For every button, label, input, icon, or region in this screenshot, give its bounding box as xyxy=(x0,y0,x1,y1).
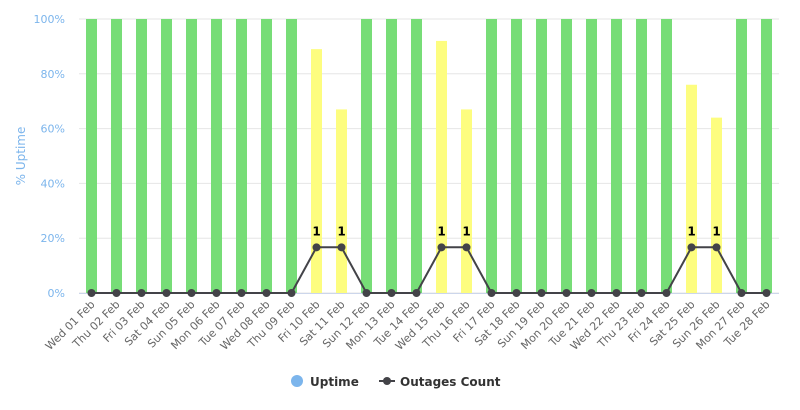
outage-point[interactable] xyxy=(437,243,446,252)
outage-point[interactable] xyxy=(137,289,146,297)
outages-line xyxy=(91,246,767,294)
outage-point[interactable] xyxy=(362,289,371,297)
uptime-bar[interactable] xyxy=(686,84,697,293)
outage-point[interactable] xyxy=(537,289,546,297)
outage-point[interactable] xyxy=(387,289,396,297)
outage-point[interactable] xyxy=(662,289,671,297)
uptime-bar[interactable] xyxy=(711,117,722,293)
outage-data-label: 1 xyxy=(687,224,695,238)
uptime-bar[interactable] xyxy=(161,19,172,293)
legend-outages-marker xyxy=(383,377,391,385)
legend-uptime-label: Uptime xyxy=(310,375,359,389)
outage-point[interactable] xyxy=(687,243,696,252)
uptime-bar[interactable] xyxy=(336,109,347,293)
outages-line-series xyxy=(87,243,771,297)
uptime-bar[interactable] xyxy=(236,19,247,293)
outage-point[interactable] xyxy=(487,289,496,297)
uptime-bar[interactable] xyxy=(461,109,472,293)
legend: Uptime Outages Count xyxy=(291,375,501,389)
outage-point[interactable] xyxy=(737,289,746,297)
uptime-bar[interactable] xyxy=(361,19,372,293)
outage-data-label: 1 xyxy=(437,224,445,238)
outage-data-labels: 1 1 1 1 1 1 xyxy=(312,224,720,238)
outage-data-label: 1 xyxy=(312,224,320,238)
outage-point[interactable] xyxy=(287,289,296,297)
uptime-bar[interactable] xyxy=(661,19,672,293)
outage-data-label: 1 xyxy=(337,224,345,238)
uptime-bar[interactable] xyxy=(511,19,522,293)
outage-point[interactable] xyxy=(187,289,196,297)
uptime-bar[interactable] xyxy=(411,19,422,293)
y-tick-label: 80% xyxy=(41,68,65,81)
uptime-bar[interactable] xyxy=(436,40,447,293)
uptime-bar[interactable] xyxy=(136,19,147,293)
uptime-bar[interactable] xyxy=(486,19,497,293)
uptime-bar[interactable] xyxy=(286,19,297,293)
outage-point[interactable] xyxy=(462,243,471,252)
uptime-bar[interactable] xyxy=(186,19,197,293)
uptime-bar[interactable] xyxy=(261,19,272,293)
uptime-bar[interactable] xyxy=(311,49,322,293)
uptime-bar[interactable] xyxy=(561,19,572,293)
uptime-bar[interactable] xyxy=(636,19,647,293)
y-tick-label: 40% xyxy=(41,177,65,190)
outage-point[interactable] xyxy=(87,289,96,297)
outage-point[interactable] xyxy=(587,289,596,297)
uptime-bar[interactable] xyxy=(111,19,122,293)
outage-point[interactable] xyxy=(337,243,346,252)
uptime-bar[interactable] xyxy=(386,19,397,293)
outage-point[interactable] xyxy=(412,289,421,297)
y-tick-label: 100% xyxy=(34,13,65,26)
outage-point[interactable] xyxy=(612,289,621,297)
uptime-bar[interactable] xyxy=(536,19,547,293)
outage-point[interactable] xyxy=(312,243,321,252)
uptime-bar[interactable] xyxy=(736,19,747,293)
uptime-bar[interactable] xyxy=(86,19,97,293)
y-tick-label: 20% xyxy=(41,232,65,245)
y-tick-label: 0% xyxy=(48,287,65,300)
uptime-bar[interactable] xyxy=(761,19,772,293)
outage-point[interactable] xyxy=(712,243,721,252)
legend-uptime-marker xyxy=(291,375,303,387)
outage-point[interactable] xyxy=(162,289,171,297)
outage-point[interactable] xyxy=(512,289,521,297)
outage-point[interactable] xyxy=(762,289,771,297)
y-tick-label: 60% xyxy=(41,123,65,136)
legend-item-uptime[interactable]: Uptime xyxy=(291,375,359,389)
outage-point[interactable] xyxy=(112,289,121,297)
outage-point[interactable] xyxy=(212,289,221,297)
y-axis-label: % Uptime xyxy=(14,127,28,186)
uptime-bar[interactable] xyxy=(211,19,222,293)
uptime-bar[interactable] xyxy=(586,19,597,293)
outage-point[interactable] xyxy=(262,289,271,297)
outage-point[interactable] xyxy=(237,289,246,297)
outage-point[interactable] xyxy=(637,289,646,297)
uptime-bar[interactable] xyxy=(611,19,622,293)
legend-item-outages[interactable]: Outages Count xyxy=(379,375,501,389)
y-axis-ticks: 0% 20% 40% 60% 80% 100% xyxy=(34,13,65,300)
legend-outages-label: Outages Count xyxy=(400,375,501,389)
uptime-bars xyxy=(86,19,772,293)
outage-data-label: 1 xyxy=(462,224,470,238)
outage-data-label: 1 xyxy=(712,224,720,238)
outage-point[interactable] xyxy=(562,289,571,297)
grid-lines xyxy=(79,18,779,294)
